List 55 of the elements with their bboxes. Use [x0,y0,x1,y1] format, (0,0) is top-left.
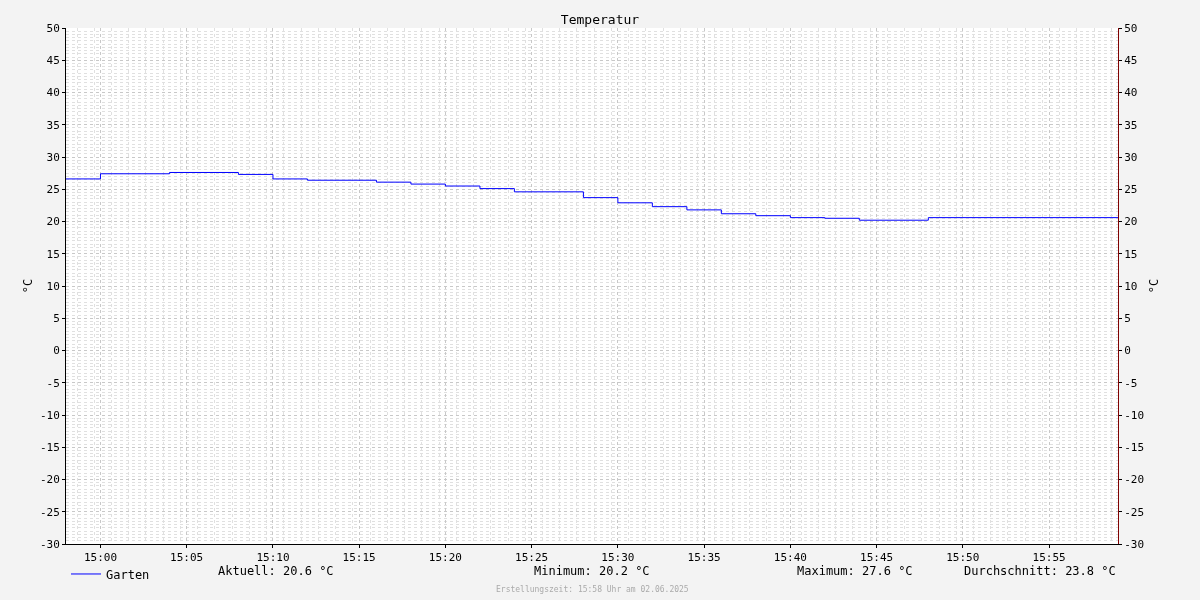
y-tick-label: -30 [39,537,60,551]
x-tick-label: 15:35 [687,551,721,565]
y-tick-label: -5 [46,376,60,390]
legend-label: Garten [106,567,150,582]
x-tick-label: 15:05 [170,551,204,565]
y2-tick-label: -25 [1124,505,1145,519]
chart-title: Temperatur [560,12,640,28]
y2-tick-label: -30 [1124,537,1145,551]
x-tick-label: 15:55 [1032,551,1066,565]
y-tick-label: 15 [46,247,60,261]
y-tick-label: 50 [46,21,60,35]
y2-tick-label: 20 [1124,215,1138,229]
y-tick-label: 25 [46,183,60,197]
y-tick-label: 0 [53,344,60,358]
text: Durchschnitt: 23.8 °C [964,564,1116,578]
y-tick-label: 10 [46,279,60,293]
y2-tick-label: -5 [1124,376,1138,390]
y2-tick-label: 0 [1124,344,1131,358]
y-tick-label: 30 [46,150,60,164]
text: Erstellungszeit: 15:58 Uhr am 02.06.2025 [496,585,689,594]
y2-tick-label: -10 [1124,408,1145,422]
y2-tick-label: -20 [1124,473,1145,487]
y-tick-label: 45 [46,54,60,68]
y2-tick-label: 30 [1124,150,1138,164]
y-tick-label: -25 [39,505,60,519]
y2-tick-label: 10 [1124,279,1138,293]
x-tick-label: 15:10 [256,551,290,565]
x-tick-label: 15:40 [773,551,807,565]
y-tick-label: -15 [39,441,60,455]
y2-tick-label: 50 [1124,21,1138,35]
y2-tick-label: 45 [1124,54,1138,68]
x-tick-label: 15:20 [428,551,462,565]
x-tick-label: 15:30 [601,551,635,565]
y2-tick-label: 5 [1124,312,1131,326]
y-tick-label: 40 [46,86,60,100]
y-tick-label: -10 [39,408,60,422]
y2-axis-title: °C [1147,278,1161,294]
y-tick-label: -20 [39,473,60,487]
x-tick-label: 15:00 [83,551,118,565]
y2-tick-label: 25 [1124,183,1138,197]
y-axis-title: °C [21,278,35,294]
y-tick-label: 20 [46,215,60,229]
x-tick-label: 15:25 [515,551,549,565]
x-tick-label: 15:15 [342,551,376,565]
y2-tick-label: 15 [1124,247,1138,261]
text: Minimum: 20.2 °C [534,564,650,578]
y2-tick-label: -15 [1124,441,1145,455]
y2-tick-label: 35 [1124,118,1138,132]
x-tick-label: 15:50 [946,551,980,565]
text: Maximum: 27.6 °C [797,564,913,578]
text: Aktuell: 20.6 °C [218,564,334,578]
x-tick-label: 15:45 [860,551,894,565]
y-tick-label: 5 [53,312,60,326]
y2-tick-label: 40 [1124,86,1138,100]
y-tick-label: 35 [46,118,60,132]
